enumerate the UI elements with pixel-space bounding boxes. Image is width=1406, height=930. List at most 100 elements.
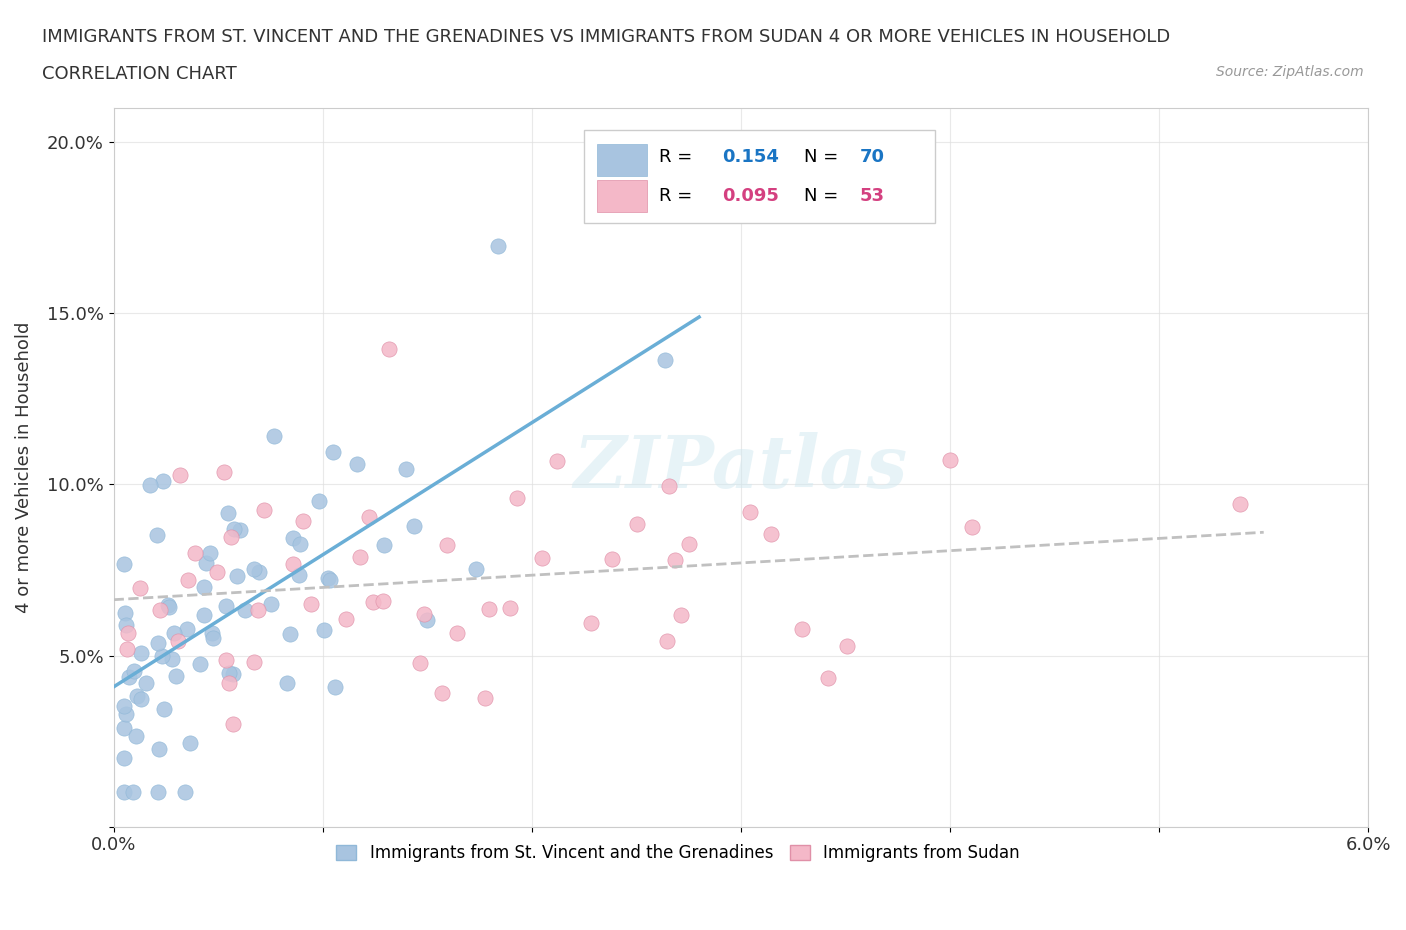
Text: N =: N = (804, 148, 838, 166)
Point (395, 461, 418, 476)
Point (346, 457, 368, 472)
Point (312, 622, 335, 637)
Point (226, 568, 249, 583)
Point (654, 352, 676, 367)
Text: R =: R = (659, 187, 699, 205)
Point (247, 565, 270, 579)
Point (117, 626, 139, 641)
Point (176, 621, 198, 636)
Point (169, 468, 191, 483)
Point (125, 728, 148, 743)
Point (579, 615, 602, 630)
Point (195, 555, 218, 570)
Point (657, 634, 679, 649)
Text: 70: 70 (860, 148, 886, 166)
Point (530, 551, 553, 565)
Point (316, 571, 339, 586)
Point (131, 692, 153, 707)
Point (486, 238, 509, 253)
Point (205, 565, 228, 579)
Point (179, 736, 201, 751)
Point (148, 785, 170, 800)
Point (281, 530, 304, 545)
Point (498, 601, 520, 616)
Text: R =: R = (659, 148, 699, 166)
Text: ZIPatlas: ZIPatlas (574, 432, 908, 503)
Point (121, 785, 143, 800)
Point (202, 631, 225, 645)
Point (224, 522, 246, 537)
Point (792, 622, 814, 637)
Point (960, 520, 983, 535)
Point (115, 706, 138, 721)
Point (165, 669, 187, 684)
Point (166, 633, 188, 648)
Point (349, 550, 371, 565)
Point (278, 627, 301, 642)
Point (228, 523, 250, 538)
Point (174, 785, 197, 800)
Point (260, 597, 283, 612)
Point (193, 579, 215, 594)
Point (156, 598, 179, 613)
Point (243, 562, 266, 577)
Point (837, 638, 859, 653)
Point (546, 454, 568, 469)
FancyBboxPatch shape (596, 179, 647, 212)
Point (177, 573, 200, 588)
Point (361, 595, 384, 610)
Point (253, 502, 276, 517)
Y-axis label: 4 or more Vehicles in Household: 4 or more Vehicles in Household (15, 322, 32, 613)
Point (318, 573, 340, 588)
Point (183, 546, 205, 561)
Point (602, 551, 624, 566)
Point (146, 636, 169, 651)
Point (658, 478, 681, 493)
Point (506, 491, 529, 506)
Point (263, 429, 285, 444)
Point (299, 597, 322, 612)
Point (817, 671, 839, 685)
Point (402, 518, 425, 533)
Point (114, 618, 136, 632)
Point (235, 603, 257, 618)
Point (246, 603, 269, 618)
Point (373, 538, 395, 553)
Point (215, 653, 238, 668)
Point (218, 676, 240, 691)
Point (335, 612, 357, 627)
Text: Source: ZipAtlas.com: Source: ZipAtlas.com (1216, 65, 1364, 79)
Point (112, 556, 135, 571)
Text: IMMIGRANTS FROM ST. VINCENT AND THE GRENADINES VS IMMIGRANTS FROM SUDAN 4 OR MOR: IMMIGRANTS FROM ST. VINCENT AND THE GREN… (42, 28, 1170, 46)
Point (938, 452, 960, 467)
Point (430, 685, 453, 700)
Point (413, 606, 436, 621)
Point (323, 680, 346, 695)
Text: 0.095: 0.095 (723, 187, 779, 205)
Point (153, 702, 176, 717)
Point (117, 642, 139, 657)
Point (221, 667, 243, 682)
Point (118, 669, 141, 684)
Point (626, 516, 648, 531)
Point (474, 691, 496, 706)
Point (112, 751, 135, 765)
Text: 0.154: 0.154 (723, 148, 779, 166)
Point (112, 785, 135, 800)
Point (671, 608, 693, 623)
Point (217, 506, 239, 521)
Point (740, 505, 762, 520)
Point (114, 606, 136, 621)
FancyBboxPatch shape (596, 144, 647, 177)
Point (163, 626, 186, 641)
Point (152, 473, 174, 488)
Point (308, 494, 330, 509)
Point (664, 552, 686, 567)
Point (131, 645, 153, 660)
Point (157, 600, 180, 615)
Point (112, 721, 135, 736)
Point (288, 537, 311, 551)
Point (222, 716, 245, 731)
Point (322, 445, 344, 459)
Point (446, 625, 468, 640)
